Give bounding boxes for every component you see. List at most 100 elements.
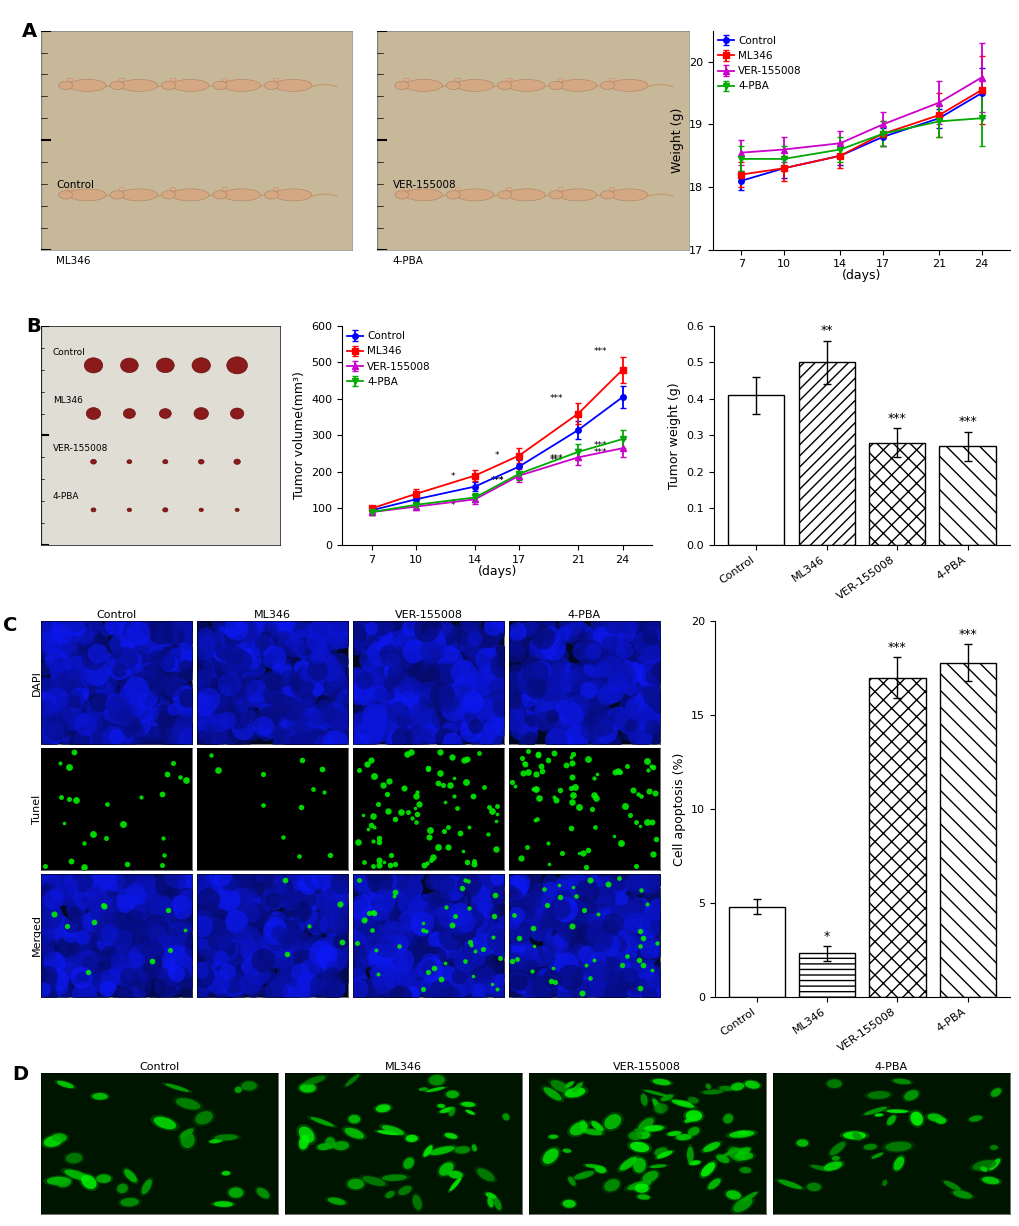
Point: [263, 915, 279, 934]
Point: [642, 663, 658, 683]
Point: [137, 669, 153, 689]
Point: [84, 712, 100, 732]
Point: [365, 902, 381, 922]
Point: [526, 810, 542, 830]
Point: [393, 728, 410, 748]
Ellipse shape: [721, 1112, 734, 1124]
Point: [473, 918, 489, 938]
Point: [364, 902, 380, 922]
Point: [37, 700, 53, 720]
Point: [487, 682, 503, 701]
Point: [96, 896, 112, 916]
Point: [224, 868, 240, 888]
Point: [506, 776, 523, 796]
Point: [567, 618, 583, 638]
Ellipse shape: [377, 1130, 398, 1135]
Point: [493, 682, 510, 701]
Point: [550, 913, 567, 933]
Point: [315, 612, 331, 631]
Point: [396, 973, 413, 993]
Point: [355, 873, 371, 893]
Point: [632, 641, 648, 661]
Point: [352, 906, 368, 926]
Point: [494, 983, 511, 1003]
Point: [38, 679, 54, 699]
Point: [426, 908, 442, 928]
Ellipse shape: [161, 81, 175, 89]
Point: [47, 913, 63, 933]
Point: [424, 916, 440, 935]
Point: [643, 717, 659, 737]
Point: [373, 631, 389, 651]
Point: [75, 886, 92, 906]
Point: [220, 612, 236, 631]
Point: [334, 618, 351, 638]
Point: [473, 874, 489, 894]
Point: [438, 622, 454, 641]
Point: [380, 967, 396, 987]
Point: [508, 636, 525, 656]
Point: [607, 965, 624, 984]
Point: [440, 728, 457, 748]
Point: [537, 711, 553, 731]
Point: [506, 877, 523, 896]
Text: ***: ***: [490, 476, 503, 484]
Point: [366, 818, 382, 837]
Title: ML346: ML346: [384, 1062, 422, 1073]
Ellipse shape: [177, 1127, 196, 1139]
Point: [120, 927, 137, 946]
Ellipse shape: [722, 1114, 733, 1123]
Point: [251, 888, 267, 907]
Point: [644, 911, 660, 931]
Point: [36, 690, 52, 710]
Point: [299, 870, 315, 890]
Point: [463, 920, 479, 939]
Point: [572, 725, 588, 744]
Point: [361, 934, 377, 954]
Point: [579, 932, 595, 951]
Point: [75, 636, 92, 656]
Point: [316, 939, 332, 959]
Point: [552, 878, 569, 897]
Ellipse shape: [887, 1116, 895, 1125]
Point: [485, 674, 501, 694]
Point: [527, 661, 543, 680]
Point: [491, 939, 507, 959]
Point: [557, 934, 574, 954]
Point: [292, 797, 309, 817]
Point: [61, 758, 77, 777]
Point: [52, 973, 68, 993]
Point: [544, 706, 560, 726]
Point: [112, 942, 128, 961]
Ellipse shape: [310, 1117, 333, 1127]
Point: [66, 743, 83, 763]
Y-axis label: Tunel: Tunel: [32, 794, 42, 824]
Point: [470, 981, 486, 1000]
Point: [567, 695, 583, 715]
Point: [97, 869, 113, 889]
Ellipse shape: [67, 188, 73, 191]
Point: [369, 907, 385, 927]
Point: [334, 696, 351, 716]
Point: [583, 870, 599, 890]
Point: [183, 904, 200, 923]
Point: [632, 664, 648, 684]
Point: [320, 944, 336, 964]
Point: [389, 966, 406, 986]
Point: [337, 948, 354, 967]
Point: [280, 890, 297, 910]
Point: [578, 955, 594, 975]
Point: [138, 688, 154, 707]
Point: [169, 942, 185, 961]
Ellipse shape: [299, 1127, 314, 1143]
Point: [220, 883, 236, 902]
Point: [110, 696, 126, 716]
Point: [334, 688, 351, 707]
Point: [365, 705, 381, 725]
Point: [529, 809, 545, 829]
Point: [385, 922, 401, 942]
Point: [41, 878, 57, 897]
Point: [326, 700, 342, 720]
Point: [622, 715, 638, 734]
Point: [414, 980, 430, 999]
